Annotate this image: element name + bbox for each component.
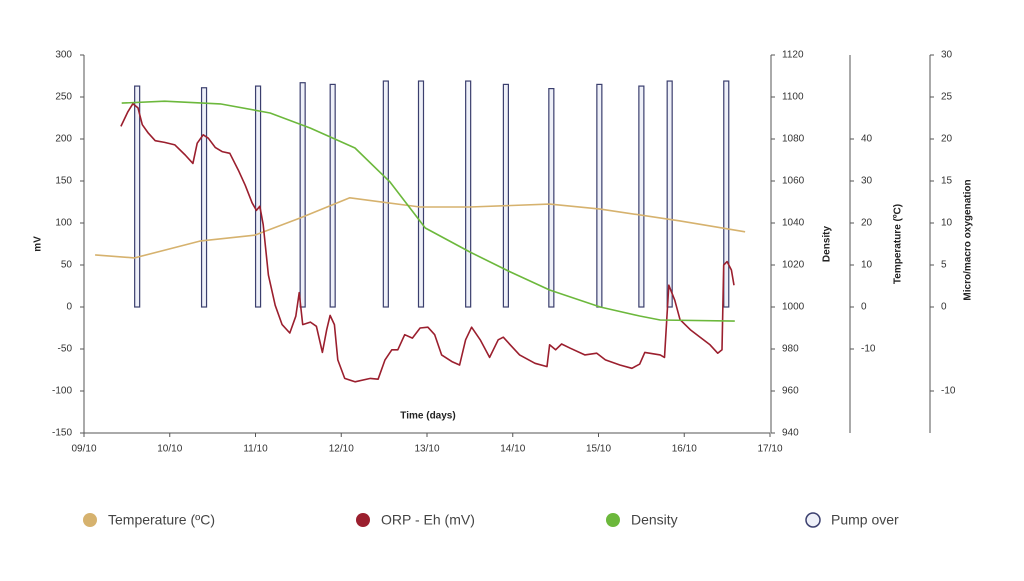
y2-tick-label: 1120	[782, 50, 804, 61]
y2-tick-label: 1000	[782, 302, 805, 313]
pump-over-bar	[465, 80, 472, 308]
y2-tick-label: 1060	[782, 176, 805, 187]
x-tick-label: 09/10	[71, 444, 96, 455]
pump-over-bar	[417, 80, 425, 308]
y-tick-label: -100	[52, 386, 72, 397]
y3-tick-label: 30	[861, 176, 873, 187]
y4-tick-label: 0	[941, 302, 947, 313]
y2-tick-label: 960	[782, 386, 799, 397]
legend-label: Temperature (ºC)	[108, 512, 215, 528]
y2-axis-label: Density	[822, 226, 833, 263]
y3-tick-label: 10	[861, 260, 873, 271]
x-tick-label: 16/10	[672, 444, 697, 455]
pump-over-bar	[329, 83, 336, 308]
legend-label: Density	[631, 512, 678, 528]
y-axis-label: mV	[33, 236, 44, 252]
series-line	[95, 197, 746, 259]
y4-tick-label: 15	[941, 176, 953, 187]
x-tick-label: 15/10	[586, 444, 611, 455]
y-tick-label: 300	[55, 50, 72, 61]
y4-tick-label: -10	[941, 386, 956, 397]
pump-over-bar	[502, 83, 509, 308]
pump-over-bar	[299, 82, 306, 308]
y4-tick-label: 30	[941, 50, 953, 61]
y2-tick-label: 1020	[782, 260, 805, 271]
y-tick-label: 150	[55, 176, 72, 187]
x-tick-label: 10/10	[157, 444, 182, 455]
y-tick-label: 250	[55, 92, 72, 103]
legend-marker	[83, 513, 97, 527]
series-line	[121, 100, 735, 322]
pump-over-bar	[638, 85, 645, 308]
y2-tick-label: 940	[782, 428, 799, 439]
pump-over-bar	[134, 85, 141, 308]
legend-label: Pump over	[831, 512, 899, 528]
y-tick-label: 0	[66, 302, 72, 313]
legend-marker	[356, 513, 370, 527]
y4-tick-label: 5	[941, 260, 947, 271]
y4-tick-label: 10	[941, 218, 953, 229]
pump-over-bar	[548, 87, 555, 308]
y-tick-label: 50	[61, 260, 73, 271]
y4-tick-label: 25	[941, 92, 953, 103]
y-tick-label: -50	[58, 344, 73, 355]
x-tick-label: 14/10	[500, 444, 525, 455]
pump-over-bar	[723, 80, 730, 308]
pump-over-bar	[596, 83, 603, 308]
y2-tick-label: 980	[782, 344, 799, 355]
legend-marker	[606, 513, 620, 527]
y4-axis-label: Micro/macro oxygenation	[963, 179, 974, 300]
y-tick-label: -150	[52, 428, 72, 439]
y2-tick-label: 1080	[782, 134, 805, 145]
y2-tick-label: 1100	[782, 92, 804, 103]
pump-over-bar	[254, 85, 262, 308]
y3-tick-label: 0	[861, 302, 867, 313]
x-tick-label: 12/10	[329, 444, 354, 455]
x-tick-label: 11/10	[243, 444, 268, 455]
series-line	[120, 102, 735, 383]
x-tick-label: 17/10	[757, 444, 782, 455]
y3-axis-label: Temperature (ºC)	[893, 204, 904, 284]
y3-tick-label: 40	[861, 134, 873, 145]
y-tick-label: 100	[55, 218, 72, 229]
y4-tick-label: 20	[941, 134, 953, 145]
pump-over-bar	[200, 87, 208, 308]
y-tick-label: 200	[55, 134, 72, 145]
legend-label: ORP - Eh (mV)	[381, 512, 475, 528]
x-tick-label: 13/10	[414, 444, 439, 455]
legend-marker	[805, 512, 821, 528]
y2-tick-label: 1040	[782, 218, 805, 229]
pump-over-bar	[666, 80, 673, 308]
y3-tick-label: 20	[861, 218, 873, 229]
y3-tick-label: -10	[861, 344, 876, 355]
pump-over-bar	[382, 80, 389, 308]
x-axis-label: Time (days)	[400, 411, 455, 422]
